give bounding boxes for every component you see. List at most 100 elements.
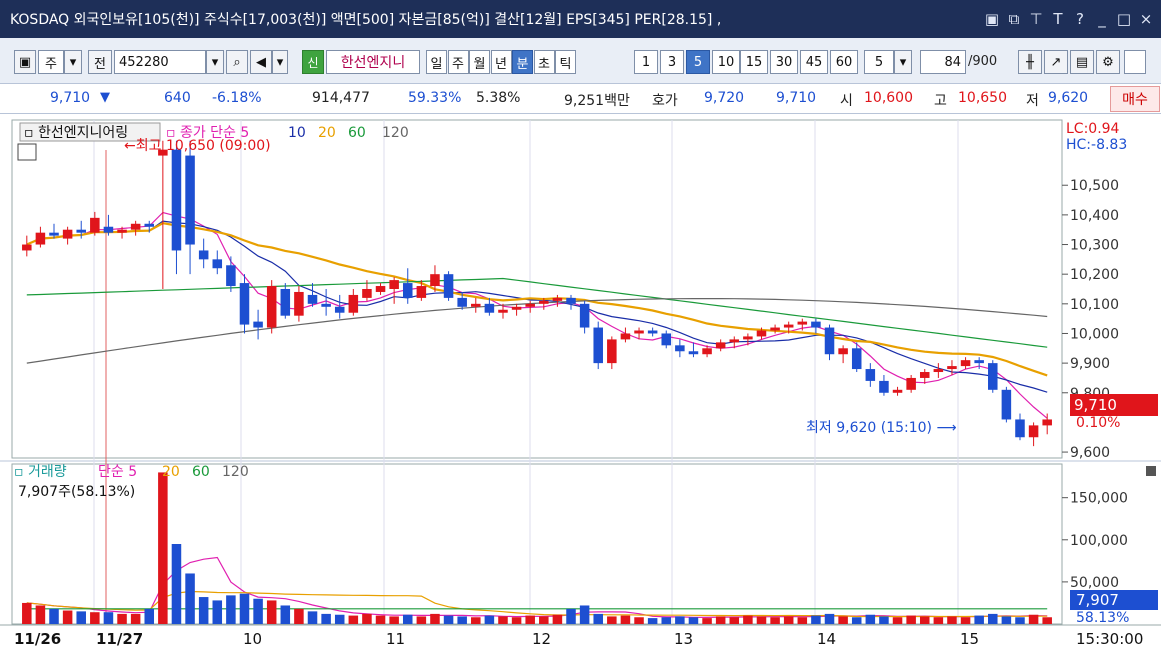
help-icon[interactable]: ? (1076, 10, 1084, 28)
interval-tab-10[interactable]: 10 (712, 50, 740, 74)
volume-bar (824, 613, 835, 624)
candle-body (511, 306, 522, 310)
close-button[interactable]: × (1139, 10, 1153, 28)
moving-average-lines (26, 211, 1048, 419)
current-price: 9,710 (50, 90, 91, 106)
volume-bar (239, 593, 250, 624)
trade-amount: 9,251백만 (564, 93, 630, 109)
volume-bar (294, 608, 304, 624)
volume-bar (715, 616, 726, 624)
copy-icon[interactable]: ⧉ (1008, 10, 1020, 28)
low-price: 9,620 (1048, 90, 1089, 106)
candle-body (212, 259, 223, 269)
period-tab-0[interactable]: 일 (426, 50, 447, 74)
x-axis-label: 11 (386, 630, 405, 648)
layout-icon[interactable]: ▣ (14, 50, 36, 74)
volume-bar (811, 615, 821, 624)
restore-icon[interactable]: ▣ (984, 10, 1000, 28)
stock-legend: ▫ 한선엔지니어링 (24, 125, 128, 141)
candle-body (729, 339, 740, 343)
gear-icon[interactable]: ⚙ (1096, 50, 1120, 74)
candle-body (226, 265, 236, 287)
period-tab-1[interactable]: 주 (447, 50, 469, 74)
x-axis-label: 11/27 (96, 630, 143, 648)
candle-body (620, 333, 631, 340)
candle-body (688, 351, 699, 355)
candle-body (294, 291, 304, 316)
period-tab-3[interactable]: 년 (490, 50, 512, 74)
interval-tab-5[interactable]: 5 (686, 50, 710, 74)
minimize-button[interactable]: _ (1098, 10, 1106, 28)
volume-bar (171, 544, 182, 624)
count-input[interactable]: 84 (920, 50, 966, 74)
price-tick-label: 10,100 (1070, 297, 1119, 313)
volume-bar (919, 616, 930, 624)
font-icon[interactable]: T (1053, 10, 1063, 28)
speaker-icon[interactable]: ◀ (250, 50, 272, 74)
candle-body (62, 229, 73, 239)
panel-close-icon (1146, 466, 1156, 476)
ma60-legend: 60 (348, 125, 366, 141)
buy-button[interactable]: 매수 (1110, 86, 1160, 112)
x-axis-label: 11/26 (14, 630, 61, 648)
interval-tab-45[interactable]: 45 (800, 50, 828, 74)
volume-bar (130, 613, 141, 624)
mode-select[interactable]: 주 (38, 50, 64, 74)
save-icon[interactable]: ▤ (1070, 50, 1094, 74)
interval-tab-3[interactable]: 3 (660, 50, 684, 74)
stock-name[interactable]: 한선엔지니 (326, 50, 420, 74)
period-tab-4[interactable]: 분 (512, 50, 533, 74)
period-tab-5[interactable]: 초 (533, 50, 555, 74)
price-tick-label: 10,400 (1070, 208, 1119, 224)
price-panel-frame (11, 119, 1063, 459)
candle-body (756, 330, 767, 337)
interval-select[interactable]: 5 (864, 50, 894, 74)
ma5-line (26, 211, 1048, 419)
last-price-label: 9,710 (1074, 396, 1117, 414)
code-dropdown-icon[interactable]: ▾ (206, 50, 224, 74)
option-checkbox[interactable] (1124, 50, 1146, 74)
candle-body (811, 321, 821, 328)
interval-dropdown-icon[interactable]: ▾ (894, 50, 912, 74)
draw-icon[interactable]: ↗ (1044, 50, 1068, 74)
volume-bar (906, 615, 916, 624)
vol-ma60-legend: 60 (192, 464, 210, 480)
volume-bar (851, 617, 862, 624)
interval-tab-1[interactable]: 1 (634, 50, 658, 74)
table-icon (17, 143, 37, 161)
volume-bar (158, 472, 168, 624)
ma120-line (26, 298, 1048, 364)
volume-bar (266, 600, 277, 624)
volume-bar (960, 617, 971, 624)
prefix-button[interactable]: 전 (88, 50, 112, 74)
candle-type-icon[interactable]: ╫ (1018, 50, 1042, 74)
pin-icon[interactable]: ⊤ (1029, 10, 1043, 28)
interval-tab-30[interactable]: 30 (770, 50, 798, 74)
volume-bar (307, 611, 318, 624)
volume-bar (321, 613, 331, 624)
period-tab-6[interactable]: 틱 (555, 50, 576, 74)
candle-body (865, 369, 876, 381)
search-icon[interactable]: ⌕ (226, 50, 248, 74)
code-input[interactable]: 452280 (114, 50, 206, 74)
interval-tab-60[interactable]: 60 (830, 50, 858, 74)
volume-bar (620, 615, 631, 624)
period-tab-2[interactable]: 월 (469, 50, 490, 74)
volume-bars (22, 472, 1052, 624)
chart-labels: ▫ 한선엔지니어링 ▫ 종가 단순 5 10 20 60 120 LC:0.94HC:-8.… (14, 121, 1158, 626)
stock-legend-box (19, 122, 161, 142)
volume-bar (702, 618, 712, 624)
volume-bar (756, 616, 767, 624)
maximize-button[interactable]: □ (1116, 10, 1132, 28)
candle-body (334, 306, 345, 313)
price-chart[interactable]: 10,500 10,400 10,300 10,200 10,100 10,000 9,90… (0, 114, 1161, 656)
x-axis-label: 15 (960, 630, 979, 648)
interval-tab-15[interactable]: 15 (740, 50, 768, 74)
speaker-dropdown-icon[interactable]: ▾ (272, 50, 288, 74)
candle-body (933, 369, 944, 373)
chart-grid (0, 119, 1161, 625)
high-annotation: ←최고 10,650 (09:00) (124, 138, 271, 154)
x-axis-label: 12 (532, 630, 551, 648)
mode-dropdown-icon[interactable]: ▾ (64, 50, 82, 74)
volume-bar (634, 617, 644, 624)
